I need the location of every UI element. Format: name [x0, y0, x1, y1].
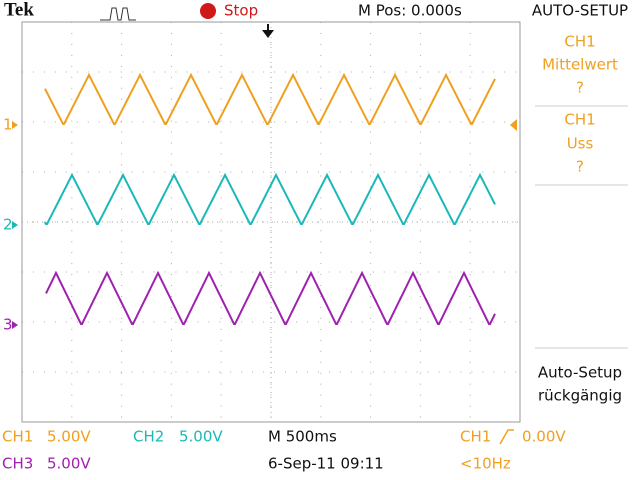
ch3-marker-arrow	[12, 321, 18, 329]
ch1-scale: 5.00V	[47, 428, 91, 446]
ch2-marker-arrow	[12, 221, 18, 229]
menu-item[interactable]: Mittelwert	[542, 56, 618, 74]
ch2-scale: 5.00V	[179, 428, 223, 446]
waveform	[44, 72, 496, 125]
ch3-marker: 3	[3, 316, 13, 334]
acquisition-icon	[100, 7, 136, 21]
trigger-level: 0.00V	[522, 428, 566, 446]
graticule-frame	[21, 21, 521, 423]
ch1-label: CH1	[2, 428, 33, 446]
stop-indicator	[200, 3, 216, 19]
menu-item[interactable]: Auto-Setup	[538, 364, 622, 382]
ch2-marker: 2	[3, 216, 13, 234]
trigger-frequency: <10Hz	[460, 455, 511, 473]
trigger-level-marker	[510, 119, 517, 131]
ch3-scale: 5.00V	[47, 455, 91, 473]
menu-item[interactable]: rückgängig	[538, 387, 622, 405]
trigger-slope-icon	[499, 429, 514, 445]
graticule	[22, 22, 520, 422]
menu-item[interactable]: ?	[576, 158, 584, 176]
menu-item[interactable]: ?	[576, 79, 584, 97]
trigger-position-marker	[262, 30, 274, 38]
date-time: 6-Sep-11 09:11	[268, 455, 384, 473]
menu-item[interactable]: CH1	[564, 111, 595, 129]
waveform	[45, 270, 496, 325]
ch1-marker-arrow	[12, 121, 18, 129]
ch1-marker: 1	[3, 116, 13, 134]
run-status: Stop	[224, 2, 258, 20]
ch3-label: CH3	[2, 455, 33, 473]
waveforms	[44, 72, 496, 325]
ch2-label: CH2	[133, 428, 164, 446]
timebase: M 500ms	[268, 428, 337, 446]
menu-title: AUTO-SETUP	[532, 2, 628, 20]
menu-item[interactable]: Uss	[567, 135, 594, 153]
horizontal-position: M Pos: 0.000s	[358, 2, 462, 20]
waveform	[44, 172, 496, 225]
trigger-source: CH1	[460, 428, 491, 446]
brand: Tek	[4, 0, 34, 20]
menu-item[interactable]: CH1	[564, 33, 595, 51]
